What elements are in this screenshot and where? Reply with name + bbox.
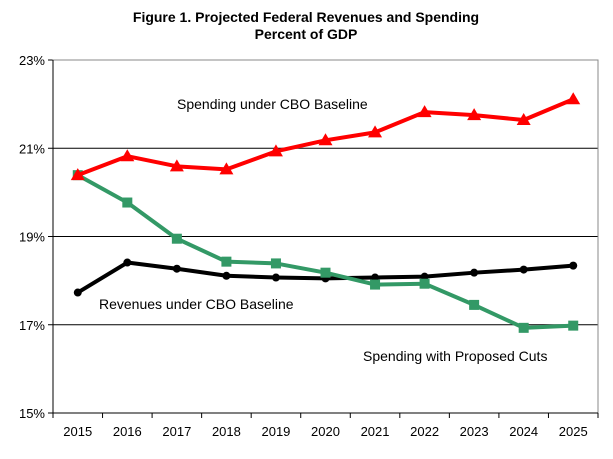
x-tick-label: 2023 (460, 424, 489, 439)
point-spending-under-cbo-baseline (417, 105, 432, 118)
point-spending-with-proposed-cuts (221, 256, 232, 267)
point-spending-under-cbo-baseline (268, 144, 283, 157)
point-spending-under-cbo-baseline (368, 125, 383, 138)
point-revenues-under-cbo-baseline (420, 272, 429, 281)
point-spending-under-cbo-baseline (566, 92, 581, 105)
x-tick-label: 2024 (509, 424, 538, 439)
point-spending-with-proposed-cuts (122, 197, 133, 208)
y-tick-label: 17% (19, 318, 45, 333)
y-tick-label: 21% (19, 141, 45, 156)
point-spending-under-cbo-baseline (70, 168, 85, 181)
point-revenues-under-cbo-baseline (123, 258, 132, 267)
chart-title: Figure 1. Projected Federal Revenues and… (133, 9, 479, 25)
x-tick-label: 2016 (113, 424, 142, 439)
label-spending-cuts: Spending with Proposed Cuts (363, 348, 547, 364)
y-tick-label: 23% (19, 53, 45, 68)
point-spending-under-cbo-baseline (516, 113, 531, 126)
chart-subtitle: Percent of GDP (255, 26, 358, 42)
point-revenues-under-cbo-baseline (222, 271, 231, 280)
y-tick-label: 19% (19, 230, 45, 245)
point-spending-with-proposed-cuts (469, 299, 480, 310)
y-tick-label: 15% (19, 406, 45, 421)
point-spending-with-proposed-cuts (171, 233, 182, 244)
x-tick-label: 2022 (410, 424, 439, 439)
x-tick-label: 2015 (63, 424, 92, 439)
point-revenues-under-cbo-baseline (470, 268, 479, 277)
point-revenues-under-cbo-baseline (569, 261, 578, 270)
point-revenues-under-cbo-baseline (172, 264, 181, 273)
point-revenues-under-cbo-baseline (271, 273, 280, 282)
point-spending-under-cbo-baseline (467, 108, 482, 121)
point-spending-with-proposed-cuts (270, 258, 281, 269)
point-revenues-under-cbo-baseline (519, 265, 528, 274)
x-tick-label: 2025 (559, 424, 588, 439)
point-spending-under-cbo-baseline (169, 159, 184, 172)
point-spending-under-cbo-baseline (318, 133, 333, 146)
label-revenues-baseline: Revenues under CBO Baseline (99, 296, 294, 312)
point-spending-with-proposed-cuts (320, 267, 331, 278)
x-tick-label: 2021 (361, 424, 390, 439)
point-spending-with-proposed-cuts (568, 320, 579, 331)
x-tick-label: 2020 (311, 424, 340, 439)
point-spending-with-proposed-cuts (419, 278, 430, 289)
label-spending-baseline: Spending under CBO Baseline (177, 96, 368, 112)
point-spending-with-proposed-cuts (518, 322, 529, 333)
x-tick-label: 2017 (162, 424, 191, 439)
x-tick-label: 2018 (212, 424, 241, 439)
x-tick-label: 2019 (261, 424, 290, 439)
point-spending-under-cbo-baseline (219, 162, 234, 175)
point-spending-under-cbo-baseline (120, 149, 135, 162)
point-revenues-under-cbo-baseline (73, 288, 82, 297)
point-revenues-under-cbo-baseline (371, 273, 380, 282)
point-spending-with-proposed-cuts (370, 279, 381, 290)
